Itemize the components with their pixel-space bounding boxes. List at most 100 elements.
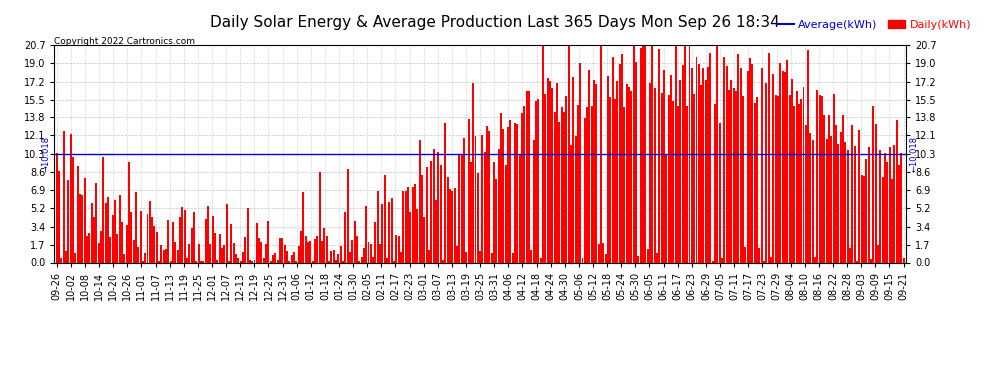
Bar: [458, 154, 460, 262]
Bar: [551, 88, 553, 262]
Bar: [442, 260, 444, 262]
Bar: [312, 261, 314, 262]
Bar: [302, 192, 304, 262]
Bar: [414, 184, 416, 262]
Bar: [481, 135, 483, 262]
Bar: [556, 83, 558, 262]
Bar: [751, 64, 753, 262]
Bar: [886, 162, 888, 262]
Bar: [691, 68, 693, 262]
Bar: [398, 236, 400, 262]
Bar: [546, 78, 548, 262]
Bar: [355, 236, 357, 262]
Bar: [174, 242, 176, 262]
Bar: [763, 261, 765, 262]
Bar: [649, 83, 651, 262]
Bar: [586, 107, 588, 262]
Bar: [517, 124, 519, 262]
Bar: [767, 53, 769, 262]
Bar: [658, 49, 660, 262]
Bar: [309, 242, 311, 262]
Bar: [860, 175, 862, 262]
Bar: [879, 150, 881, 262]
Bar: [812, 140, 814, 262]
Bar: [774, 95, 776, 262]
Bar: [844, 142, 846, 262]
Bar: [842, 115, 844, 262]
Bar: [91, 203, 93, 262]
Bar: [579, 63, 581, 262]
Bar: [412, 187, 414, 262]
Bar: [338, 255, 340, 262]
Bar: [314, 239, 316, 262]
Bar: [660, 93, 662, 262]
Bar: [821, 96, 823, 262]
Bar: [846, 150, 848, 262]
Bar: [307, 242, 309, 262]
Bar: [726, 66, 728, 262]
Bar: [333, 250, 335, 262]
Bar: [605, 254, 607, 262]
Bar: [431, 160, 433, 262]
Bar: [169, 261, 171, 262]
Bar: [810, 133, 812, 262]
Text: ←10.018: ←10.018: [910, 136, 919, 172]
Bar: [209, 244, 211, 262]
Bar: [593, 80, 595, 262]
Bar: [631, 91, 633, 262]
Bar: [445, 123, 446, 262]
Bar: [851, 125, 853, 262]
Bar: [572, 76, 574, 262]
Bar: [663, 70, 665, 262]
Bar: [131, 212, 133, 262]
Bar: [831, 136, 833, 262]
Bar: [893, 145, 895, 262]
Bar: [514, 123, 516, 262]
Bar: [417, 209, 419, 262]
Bar: [877, 246, 879, 262]
Bar: [88, 232, 90, 262]
Bar: [395, 235, 397, 262]
Bar: [98, 243, 100, 262]
Bar: [836, 125, 838, 262]
Bar: [326, 236, 328, 262]
Bar: [363, 248, 365, 262]
Bar: [67, 180, 69, 262]
Bar: [216, 260, 218, 262]
Bar: [674, 45, 676, 262]
Bar: [351, 240, 353, 262]
Bar: [635, 62, 637, 262]
Bar: [160, 245, 162, 262]
Bar: [472, 82, 474, 262]
Bar: [379, 244, 381, 262]
Bar: [221, 248, 223, 262]
Bar: [446, 177, 448, 262]
Bar: [819, 95, 821, 262]
Bar: [803, 87, 805, 262]
Bar: [598, 244, 600, 262]
Bar: [107, 197, 109, 262]
Bar: [121, 222, 123, 262]
Bar: [903, 258, 905, 262]
Bar: [884, 153, 886, 262]
Bar: [642, 45, 644, 262]
Bar: [672, 101, 674, 262]
Bar: [742, 96, 744, 262]
Bar: [245, 237, 247, 262]
Bar: [800, 99, 802, 262]
Bar: [58, 171, 60, 262]
Text: Copyright 2022 Cartronics.com: Copyright 2022 Cartronics.com: [54, 38, 195, 46]
Bar: [633, 45, 635, 262]
Bar: [519, 154, 521, 262]
Bar: [600, 45, 602, 262]
Bar: [251, 261, 253, 262]
Bar: [533, 140, 535, 262]
Bar: [116, 234, 118, 262]
Bar: [565, 96, 567, 262]
Bar: [463, 138, 465, 262]
Text: →10.018: →10.018: [42, 136, 50, 172]
Bar: [858, 130, 860, 262]
Bar: [644, 45, 646, 262]
Bar: [186, 258, 188, 262]
Bar: [377, 191, 379, 262]
